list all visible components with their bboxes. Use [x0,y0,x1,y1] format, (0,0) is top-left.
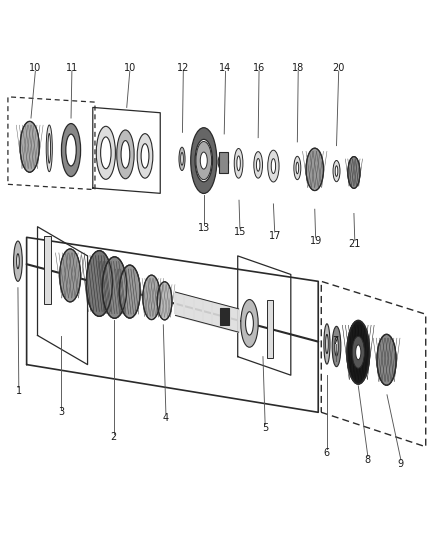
Bar [267,300,273,358]
Ellipse shape [348,157,360,188]
Ellipse shape [143,275,160,320]
Text: 3: 3 [58,407,64,417]
Ellipse shape [356,345,361,360]
Text: 19: 19 [310,236,322,246]
Ellipse shape [200,152,207,169]
Ellipse shape [333,160,340,182]
Ellipse shape [14,241,22,281]
Text: 15: 15 [234,227,246,237]
Ellipse shape [48,133,50,163]
Text: 12: 12 [177,63,190,72]
Ellipse shape [137,134,153,178]
Ellipse shape [20,122,39,172]
Ellipse shape [271,159,276,174]
Ellipse shape [352,336,364,368]
Text: 9: 9 [398,459,404,469]
Text: 16: 16 [253,63,265,72]
Ellipse shape [324,324,330,364]
Text: 20: 20 [332,63,345,72]
Ellipse shape [17,254,19,269]
Bar [44,236,50,304]
Ellipse shape [181,152,184,165]
Text: 10: 10 [29,63,42,72]
Text: 21: 21 [349,239,361,249]
Ellipse shape [237,156,240,171]
Ellipse shape [191,128,217,193]
Ellipse shape [101,137,111,169]
Ellipse shape [195,139,212,182]
Ellipse shape [61,124,81,176]
Text: 11: 11 [66,63,78,72]
Ellipse shape [325,334,328,353]
Bar [220,308,230,325]
Ellipse shape [294,156,301,180]
Ellipse shape [256,158,260,171]
Ellipse shape [218,154,229,171]
Text: 18: 18 [292,63,304,72]
Text: 8: 8 [365,455,371,465]
Ellipse shape [268,150,279,182]
Bar [219,151,228,173]
Ellipse shape [196,141,212,180]
Text: 17: 17 [268,231,281,241]
Ellipse shape [117,130,134,179]
Ellipse shape [254,151,262,178]
Ellipse shape [86,251,113,317]
Ellipse shape [347,320,370,384]
Text: 6: 6 [324,448,330,458]
Ellipse shape [179,147,185,171]
Text: 14: 14 [219,63,232,72]
Text: 7: 7 [332,336,339,346]
Text: 5: 5 [262,423,268,433]
Ellipse shape [241,300,258,347]
Ellipse shape [157,282,172,320]
Text: 1: 1 [16,386,22,396]
Ellipse shape [296,162,299,174]
Text: 13: 13 [198,223,210,233]
Ellipse shape [332,326,341,367]
Ellipse shape [60,249,81,302]
Ellipse shape [141,144,149,168]
Ellipse shape [121,141,130,168]
Ellipse shape [377,334,396,385]
Ellipse shape [46,125,52,172]
Ellipse shape [66,134,76,166]
Text: 2: 2 [110,432,117,442]
Ellipse shape [335,337,338,356]
Ellipse shape [102,257,127,318]
Text: 10: 10 [124,63,136,72]
Ellipse shape [246,312,253,335]
Text: 4: 4 [163,413,169,423]
Ellipse shape [306,148,323,191]
Ellipse shape [119,265,140,318]
Ellipse shape [234,149,243,178]
Ellipse shape [335,166,338,176]
Ellipse shape [96,126,116,179]
